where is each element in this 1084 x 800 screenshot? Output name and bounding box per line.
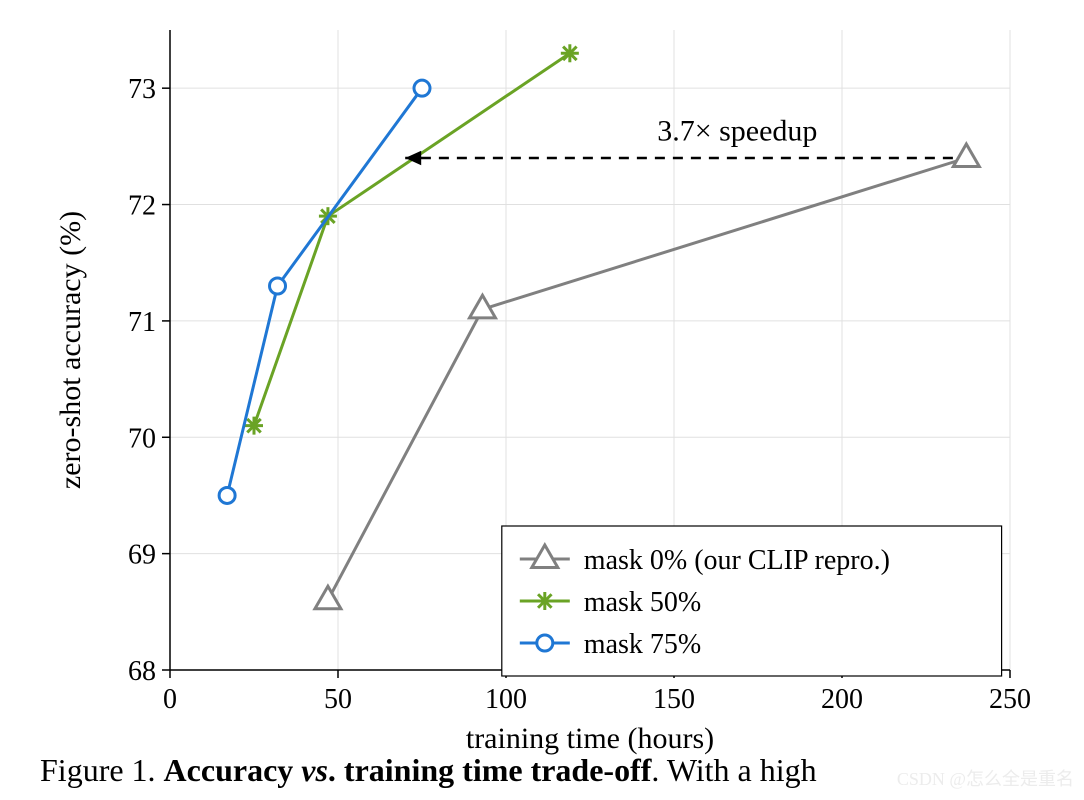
- y-tick-label: 73: [128, 74, 156, 105]
- x-tick-label: 250: [989, 684, 1031, 715]
- x-tick-label: 200: [821, 684, 863, 715]
- x-tick-label: 100: [485, 684, 527, 715]
- marker-star: [536, 592, 554, 610]
- figure-caption: Figure 1. Accuracy vs. training time tra…: [40, 752, 817, 788]
- marker-star: [561, 44, 579, 62]
- y-tick-label: 70: [128, 423, 156, 454]
- y-axis-label: zero-shot accuracy (%): [54, 211, 87, 489]
- x-tick-label: 50: [324, 684, 352, 715]
- legend-label: mask 75%: [584, 629, 701, 660]
- marker-circle: [219, 487, 235, 503]
- legend-label: mask 50%: [584, 587, 701, 618]
- marker-circle: [414, 80, 430, 96]
- y-tick-label: 72: [128, 191, 156, 222]
- y-tick-label: 69: [128, 540, 156, 571]
- x-axis-label: training time (hours): [466, 722, 714, 755]
- speedup-annotation: 3.7× speedup: [657, 115, 817, 148]
- x-tick-label: 0: [163, 684, 177, 715]
- y-tick-label: 71: [128, 307, 156, 338]
- x-tick-label: 150: [653, 684, 695, 715]
- legend-label: mask 0% (our CLIP repro.): [584, 545, 890, 576]
- y-tick-label: 68: [128, 656, 156, 687]
- watermark: CSDN @怎么全是重名: [897, 769, 1074, 789]
- chart-container: 0 50 100 150 200 250 68 69 70 71 72 73 training time…: [0, 0, 1084, 795]
- marker-circle: [537, 635, 553, 651]
- marker-circle: [270, 278, 286, 294]
- chart-svg: 0 50 100 150 200 250 68 69 70 71 72 73 training time…: [0, 0, 1084, 795]
- marker-star: [245, 417, 263, 435]
